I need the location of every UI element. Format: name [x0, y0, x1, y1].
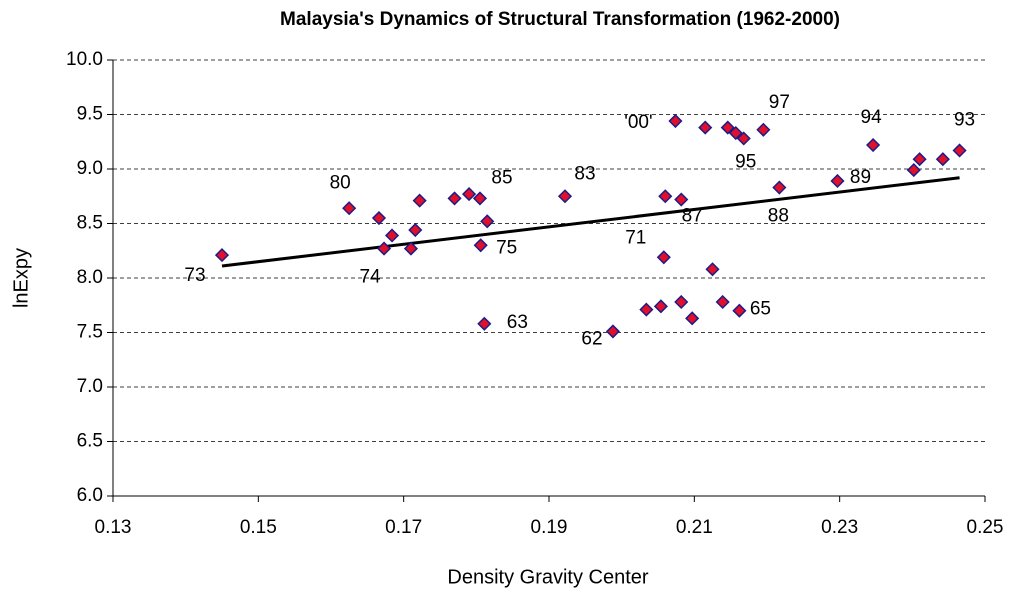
- data-point: [384, 228, 400, 243]
- data-point: [736, 131, 751, 146]
- y-tick-label: 8.5: [77, 213, 103, 234]
- data-point: [935, 152, 950, 167]
- trendline: [221, 176, 960, 268]
- point-label: 75: [496, 237, 517, 258]
- y-tick-label: 9.0: [77, 158, 103, 179]
- point-label: 93: [954, 109, 975, 130]
- data-point: [715, 294, 730, 310]
- point-label: 83: [574, 163, 595, 184]
- y-tick-label: 7.0: [77, 376, 103, 397]
- data-point: [557, 189, 573, 204]
- point-label: 88: [768, 206, 789, 227]
- data-point: [732, 303, 747, 318]
- y-tick-label: 6.0: [77, 485, 103, 506]
- point-label: 87: [682, 206, 703, 227]
- data-point: [698, 120, 713, 135]
- data-point: [472, 191, 488, 206]
- data-point: [772, 180, 787, 195]
- point-label: 65: [750, 299, 771, 320]
- x-tick-label: 0.21: [676, 517, 713, 538]
- point-label: 80: [330, 172, 351, 193]
- data-point: [477, 316, 492, 331]
- point-label: 95: [735, 151, 756, 172]
- point-label: 62: [581, 328, 602, 349]
- data-point: [906, 163, 921, 178]
- data-point: [720, 120, 735, 135]
- data-point: [728, 125, 743, 141]
- data-point: [412, 193, 427, 208]
- x-axis-label: Density Gravity Center: [447, 566, 649, 588]
- chart-title: Malaysia's Dynamics of Structural Transf…: [280, 9, 840, 30]
- point-label: '00': [624, 112, 652, 133]
- point-label: 94: [861, 107, 883, 128]
- point-label: 63: [507, 312, 528, 333]
- point-label: 97: [769, 92, 790, 113]
- data-point: [376, 241, 392, 256]
- x-tick-label: 0.23: [821, 517, 858, 538]
- data-point: [447, 191, 462, 206]
- data-point: [674, 192, 689, 207]
- point-label: 71: [625, 227, 646, 248]
- data-point: [371, 210, 387, 226]
- x-tick-label: 0.15: [240, 517, 277, 538]
- data-point: [480, 214, 495, 229]
- point-label: 73: [184, 265, 205, 286]
- point-label: 85: [491, 167, 512, 188]
- y-tick-label: 7.5: [77, 322, 103, 343]
- data-point: [685, 311, 700, 326]
- point-label: 89: [850, 167, 871, 188]
- data-point: [830, 173, 845, 189]
- data-point: [952, 143, 967, 158]
- data-point: [408, 222, 423, 238]
- point-label: 74: [359, 267, 381, 288]
- x-tick-label: 0.17: [385, 517, 422, 538]
- data-point: [866, 137, 881, 153]
- data-point: [674, 294, 689, 310]
- data-point: [705, 262, 720, 277]
- y-tick-label: 8.0: [77, 267, 103, 288]
- data-point: [656, 250, 671, 265]
- data-point: [653, 299, 668, 314]
- data-point: [462, 187, 477, 202]
- x-tick-label: 0.19: [531, 517, 568, 538]
- data-point: [605, 324, 621, 339]
- data-point: [639, 302, 654, 317]
- data-point: [473, 238, 488, 253]
- x-tick-label: 0.25: [967, 517, 1004, 538]
- data-point: [756, 122, 771, 137]
- data-point: [214, 248, 230, 263]
- data-point: [658, 189, 673, 204]
- data-point: [342, 201, 357, 216]
- y-axis-label: lnExpy: [10, 248, 32, 308]
- y-tick-label: 9.5: [77, 104, 103, 125]
- x-tick-label: 0.13: [95, 517, 132, 538]
- data-point: [403, 241, 418, 256]
- y-tick-label: 6.5: [77, 431, 103, 452]
- data-point: [668, 113, 683, 129]
- y-tick-label: 10.0: [66, 49, 103, 70]
- data-point: [912, 152, 927, 167]
